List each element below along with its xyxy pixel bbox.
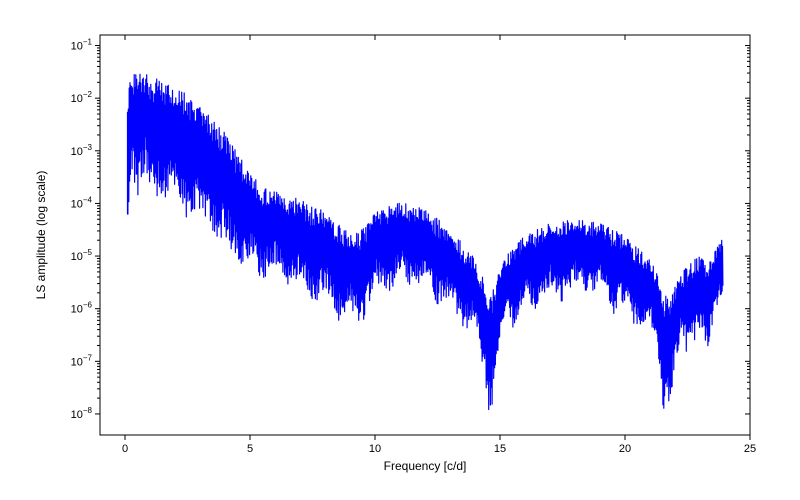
svg-text:10−7: 10−7 [71, 353, 93, 368]
svg-text:10−6: 10−6 [71, 301, 93, 316]
svg-text:Frequency [c/d]: Frequency [c/d] [384, 459, 467, 473]
chart-svg: 0 5 10 15 20 25 10−8 10−7 10−6 10−5 10−4 10−3 10−2 10… [0, 0, 800, 500]
spectrum-line [128, 74, 723, 409]
svg-text:20: 20 [619, 443, 631, 455]
svg-text:10−8: 10−8 [71, 406, 93, 421]
svg-text:10−4: 10−4 [71, 195, 93, 210]
svg-text:10−2: 10−2 [71, 90, 93, 105]
svg-text:10−1: 10−1 [71, 38, 93, 53]
svg-text:15: 15 [494, 443, 506, 455]
svg-text:10−5: 10−5 [71, 248, 93, 263]
svg-text:0: 0 [122, 443, 128, 455]
svg-text:LS amplitude (log scale): LS amplitude (log scale) [34, 171, 48, 300]
svg-text:25: 25 [744, 443, 756, 455]
periodogram-chart: 0 5 10 15 20 25 10−8 10−7 10−6 10−5 10−4 10−3 10−2 10… [0, 0, 800, 500]
svg-text:10−3: 10−3 [71, 143, 93, 158]
svg-text:5: 5 [247, 443, 253, 455]
svg-text:10: 10 [369, 443, 381, 455]
